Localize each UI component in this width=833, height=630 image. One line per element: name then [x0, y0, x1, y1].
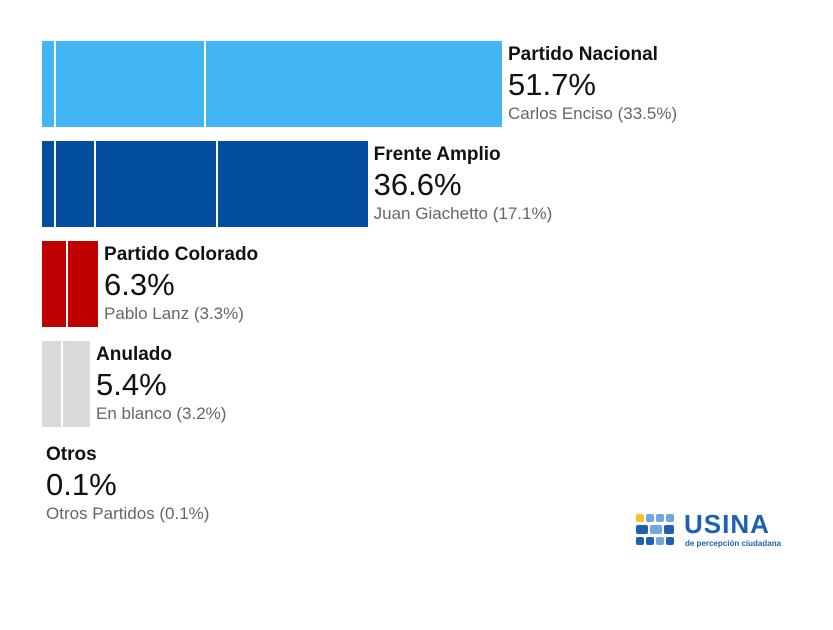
- bar-segment-divider: [54, 141, 57, 227]
- category-label: Frente Amplio: [373, 144, 501, 165]
- bar-label-block: Anulado 5.4% En blanco (3.2%): [96, 343, 226, 425]
- bar-label-block: Otros 0.1% Otros Partidos (0.1%): [46, 443, 209, 525]
- bar-label-block: Partido Nacional 51.7% Carlos Enciso (33.5…: [508, 43, 677, 125]
- sub-label: En blanco (3.2%): [96, 404, 227, 423]
- sub-label: Otros Partidos (0.1%): [46, 504, 210, 523]
- value-label: 36.6%: [373, 167, 462, 202]
- bar: [42, 241, 99, 327]
- bar-segment-divider: [54, 41, 57, 127]
- bar-segment-divider: [215, 141, 218, 227]
- bar: [42, 141, 368, 227]
- bar-segment-divider: [203, 41, 206, 127]
- sub-label: Juan Giachetto (17.1%): [373, 204, 553, 223]
- usina-logo-mark-icon: [636, 514, 674, 545]
- value-label: 6.3%: [104, 267, 175, 302]
- bar-label-block: Frente Amplio 36.6% Juan Giachetto (17.1%): [374, 143, 553, 225]
- usina-logo: USINA de percepción ciudadana: [636, 509, 786, 552]
- bar: [42, 341, 91, 427]
- category-label: Anulado: [96, 344, 173, 365]
- category-label: Partido Nacional: [508, 44, 658, 65]
- bar-label-block: Partido Colorado 6.3% Pablo Lanz (3.3%): [104, 243, 258, 325]
- category-label: Otros: [46, 444, 97, 465]
- value-label: 51.7%: [508, 67, 596, 102]
- sub-label: Carlos Enciso (33.5%): [508, 104, 678, 123]
- category-label: Partido Colorado: [104, 244, 259, 265]
- party-results-chart: Partido Nacional 51.7% Carlos Enciso (33.5…: [42, 41, 677, 525]
- logo-tagline: de percepción ciudadana: [685, 539, 782, 548]
- bar-segment-divider: [66, 241, 69, 327]
- value-label: 0.1%: [46, 467, 117, 502]
- bar-segment-divider: [93, 141, 96, 227]
- bar: [42, 41, 502, 127]
- logo-wordmark: USINA: [684, 509, 770, 539]
- bar-segment-divider: [60, 341, 63, 427]
- value-label: 5.4%: [96, 367, 167, 402]
- sub-label: Pablo Lanz (3.3%): [104, 304, 244, 323]
